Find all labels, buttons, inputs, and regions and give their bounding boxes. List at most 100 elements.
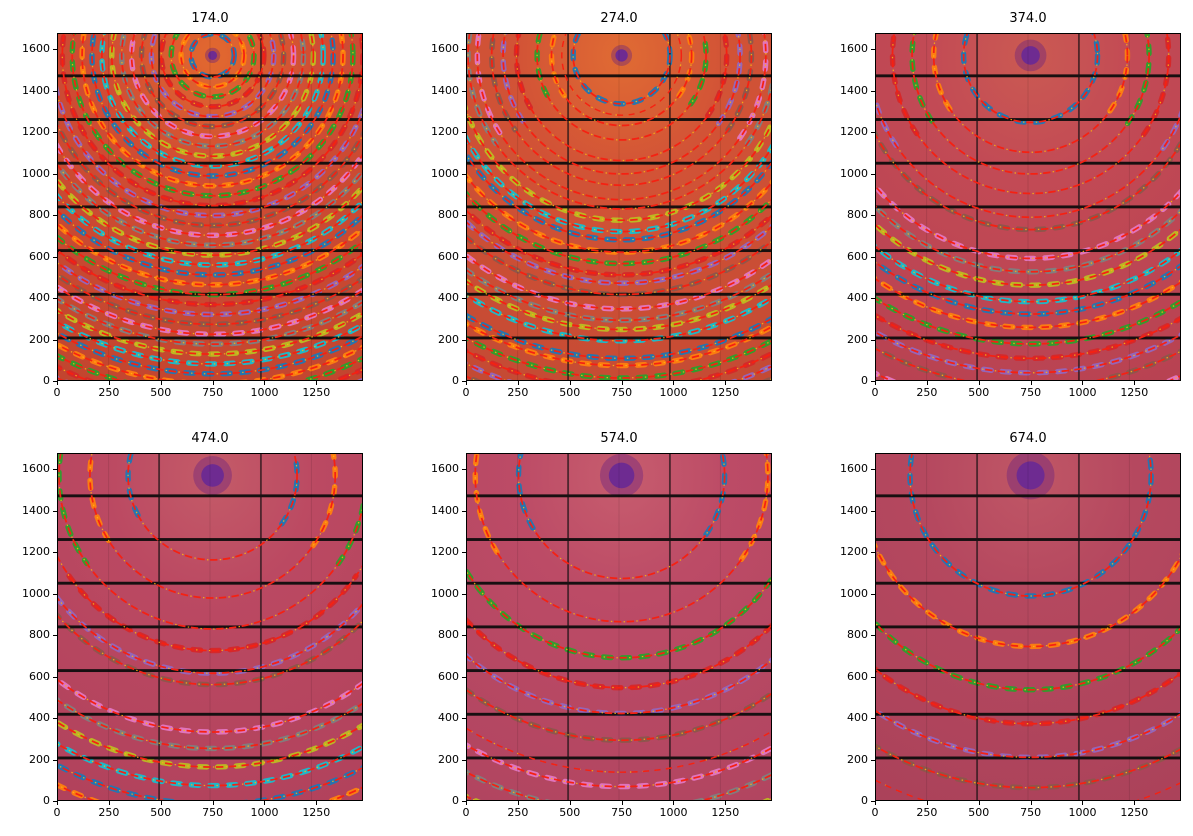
- module-gap-horizontal: [876, 205, 1180, 209]
- module-gap-faint: [618, 34, 620, 380]
- x-tick-label: 250: [916, 806, 938, 819]
- ring-line-red: [170, 34, 255, 98]
- x-tick-mark: [1030, 381, 1032, 385]
- y-tick-mark: [462, 635, 466, 637]
- module-gap-faint: [719, 34, 721, 380]
- beamstop-dot: [201, 464, 224, 487]
- y-tick-label: 1000: [22, 166, 50, 180]
- y-tick-mark: [462, 510, 466, 512]
- y-tick-label: 800: [29, 208, 50, 222]
- y-tick-mark: [53, 635, 57, 637]
- module-gap-vertical: [668, 454, 671, 800]
- x-tick-mark: [875, 801, 876, 805]
- x-tick-mark: [264, 801, 266, 805]
- ring-band-P: [467, 218, 771, 286]
- module-gap-horizontal: [876, 756, 1180, 760]
- subplot-674: 674.0 0 200 400 600 800 1000 1200 1400 1600 0 250 5…: [840, 431, 1181, 819]
- ring-line-gold: [536, 34, 707, 141]
- ring-line-red: [467, 689, 771, 742]
- ring-line-red: [467, 323, 771, 367]
- y-tick-mark: [871, 552, 875, 554]
- y-tick-mark: [462, 469, 466, 471]
- x-tick-mark: [926, 381, 928, 385]
- module-gap-faint: [209, 34, 211, 380]
- y-tick-mark: [871, 298, 875, 300]
- module-gap-horizontal: [876, 118, 1180, 121]
- module-gap-horizontal: [467, 625, 771, 629]
- ring-line-red: [58, 274, 362, 326]
- y-tick-label: 600: [29, 669, 50, 683]
- module-gap-faint: [618, 454, 620, 800]
- ring-line-red: [515, 34, 728, 162]
- ring-line-red: [127, 454, 298, 561]
- module-gap-horizontal: [467, 581, 771, 585]
- ring-line-red: [58, 597, 362, 675]
- x-tick-mark: [725, 801, 727, 805]
- y-tick-label: 1000: [22, 586, 50, 600]
- y-tick-mark: [53, 90, 57, 92]
- x-tick-mark: [978, 801, 980, 805]
- y-tick-label: 800: [29, 628, 50, 642]
- x-tick-label: 500: [559, 386, 581, 399]
- y-tick-label: 1400: [22, 503, 50, 517]
- x-tick-mark: [517, 801, 519, 805]
- module-gap-vertical: [976, 34, 979, 380]
- y-tick-label: 400: [438, 291, 459, 305]
- ring-line-gold: [467, 34, 771, 210]
- ring-band-P: [58, 85, 362, 219]
- x-tick-label: 250: [916, 386, 938, 399]
- module-gap-horizontal: [467, 538, 771, 541]
- y-tick-label: 400: [847, 291, 868, 305]
- x-tick-label: 500: [150, 386, 172, 399]
- ring-line-gold: [127, 454, 298, 561]
- detector-image: [58, 454, 362, 800]
- y-tick-mark: [53, 132, 57, 134]
- x-tick-mark: [57, 801, 58, 805]
- x-tick-label: 1250: [711, 806, 740, 819]
- module-gap-horizontal: [467, 118, 771, 121]
- module-gap-horizontal: [58, 161, 362, 165]
- x-tick-mark: [569, 381, 571, 385]
- module-gap-horizontal: [876, 712, 1180, 716]
- x-tick-label: 500: [559, 806, 581, 819]
- x-tick-mark: [160, 801, 162, 805]
- y-tick-label: 200: [29, 332, 50, 346]
- y-tick-mark: [871, 759, 875, 761]
- ring-line-red: [467, 269, 771, 322]
- ring-line-red: [876, 622, 1180, 691]
- ring-line-red: [190, 34, 236, 78]
- y-tick-label: 0: [452, 374, 459, 387]
- ring-band-Ol: [467, 278, 771, 333]
- module-gap-faint: [1027, 454, 1029, 800]
- ring-band-Ol: [58, 307, 362, 357]
- ring-line-red: [150, 34, 275, 118]
- x-tick-label: 1000: [250, 386, 279, 399]
- ring-band-Cy: [58, 319, 362, 367]
- x-tick-label: 1250: [302, 386, 331, 399]
- ring-line-gold: [180, 34, 245, 88]
- module-gap-horizontal: [876, 249, 1180, 253]
- y-tick-label: 600: [29, 249, 50, 263]
- module-gap-horizontal: [58, 74, 362, 78]
- subplot-374: 374.0 0 200 400 600 800 1000 1200 1400 1600 0 250 5…: [840, 11, 1181, 399]
- x-tick-label: 1250: [1120, 806, 1149, 819]
- x-tick-label: 0: [871, 386, 879, 399]
- x-tick-mark: [978, 381, 980, 385]
- y-tick-label: 600: [847, 249, 868, 263]
- module-gap-horizontal: [58, 118, 362, 121]
- ring-line-red: [876, 546, 1180, 648]
- ring-line-red: [891, 34, 1170, 195]
- ring-line-red: [876, 314, 1180, 360]
- module-gap-horizontal: [58, 249, 362, 253]
- x-tick-label: 1000: [659, 386, 688, 399]
- y-tick-label: 0: [452, 794, 459, 807]
- ring-line-red: [467, 255, 771, 310]
- ring-line-gold: [476, 34, 767, 201]
- x-tick-mark: [673, 801, 675, 805]
- y-tick-mark: [871, 173, 875, 175]
- ring-band-Gy: [876, 203, 1180, 275]
- y-tick-label: 1200: [431, 125, 459, 139]
- x-tick-mark: [673, 381, 675, 385]
- subplot-title: 574.0: [600, 431, 638, 446]
